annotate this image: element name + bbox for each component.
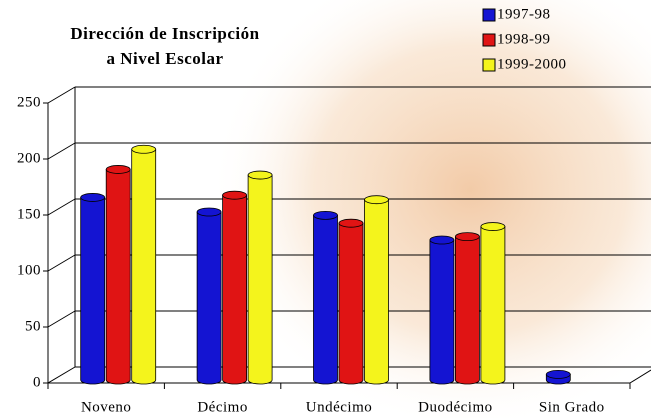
bar-body <box>247 174 273 385</box>
grid-connector <box>47 254 76 272</box>
y-tick-label: 0 <box>33 374 41 390</box>
y-tick-label: 50 <box>25 318 41 334</box>
bar-top <box>131 144 157 154</box>
x-tick-label: Undécimo <box>306 399 372 415</box>
bar <box>338 218 364 385</box>
bar <box>429 235 455 385</box>
bar <box>480 222 506 385</box>
bar-top <box>222 190 248 200</box>
bar-body <box>338 222 364 385</box>
bar-body <box>455 236 480 385</box>
floor-edge <box>629 369 651 384</box>
legend-swatch <box>482 8 496 22</box>
bar-top <box>429 235 455 245</box>
bar <box>105 165 131 385</box>
x-tick-label: Noveno <box>81 399 132 415</box>
y-tick-label: 250 <box>17 94 41 110</box>
bar-body <box>105 169 131 385</box>
chart-title: Dirección de Inscripción <box>70 24 259 43</box>
bar-body <box>480 226 506 385</box>
bar <box>313 210 338 385</box>
legend-swatch <box>482 58 496 72</box>
legend-label: 1997-98 <box>497 6 551 22</box>
bar <box>364 195 389 385</box>
bar-top <box>545 369 571 379</box>
x-tick-label: Duodécimo <box>418 399 492 415</box>
grid-connector <box>47 198 76 216</box>
grid-connector <box>47 366 76 384</box>
bar-top <box>480 222 506 231</box>
bar-body <box>80 197 106 385</box>
bar-body <box>429 239 455 385</box>
grid-connector <box>47 310 76 328</box>
x-tick-label: Décimo <box>197 399 247 415</box>
bar-body <box>131 148 157 385</box>
bar-top <box>247 170 273 180</box>
bar-top <box>364 195 389 205</box>
legend-label: 1999-2000 <box>497 56 567 72</box>
bar-top <box>196 207 222 217</box>
bar <box>454 232 480 385</box>
bar <box>222 190 248 385</box>
bar-body <box>196 211 222 385</box>
y-tick-label: 100 <box>17 262 41 278</box>
bar <box>196 207 222 385</box>
legend-swatch <box>482 33 496 47</box>
bar-top <box>105 165 131 174</box>
bar <box>545 369 571 385</box>
bar <box>80 193 106 385</box>
x-tick-label: Sin Grado <box>539 399 605 415</box>
bar <box>131 144 157 385</box>
bar-top <box>80 193 106 202</box>
grid-connector <box>47 142 76 160</box>
grid-connector <box>47 86 76 104</box>
y-tick-label: 150 <box>17 206 41 222</box>
bar-body <box>222 194 247 385</box>
bar-top <box>313 210 338 220</box>
bar-top <box>338 218 364 228</box>
bar-body <box>364 199 389 385</box>
bar-top <box>454 232 480 242</box>
bar <box>247 170 273 385</box>
chart-title: a Nivel Escolar <box>106 49 223 68</box>
bar-body <box>313 214 338 385</box>
legend-label: 1998-99 <box>497 31 551 47</box>
y-tick-label: 200 <box>17 150 41 166</box>
